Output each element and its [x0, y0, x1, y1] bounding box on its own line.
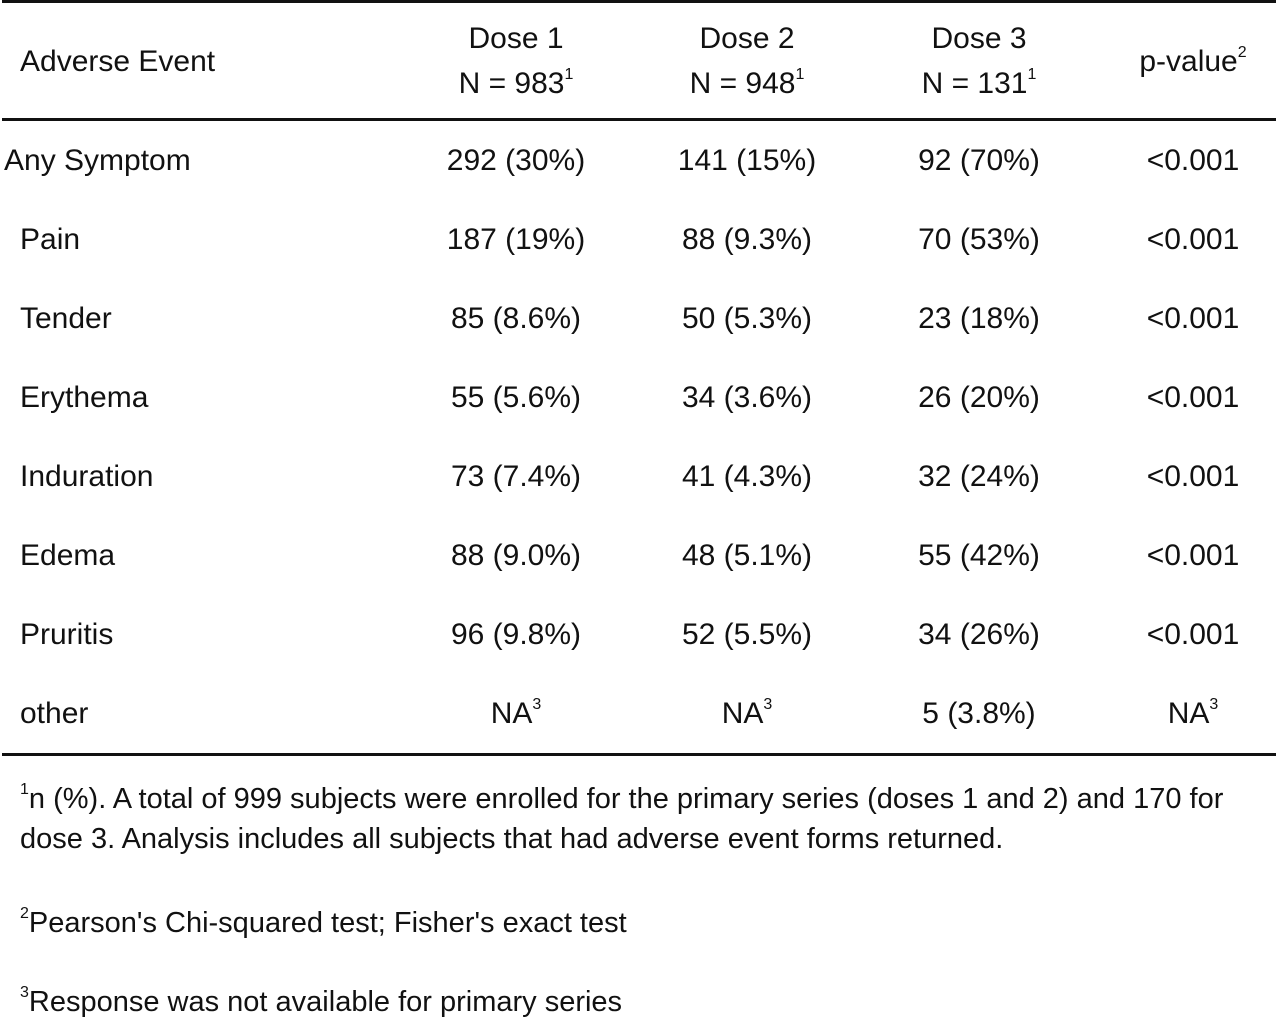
column-header-dose-1: Dose 1 N = 9831 [416, 16, 616, 106]
footnote-1: 1n (%). A total of 999 subjects were enr… [20, 781, 1224, 856]
table-cell: 96 (9.8%) [450, 618, 582, 651]
column-header-adverse-event: Adverse Event [20, 45, 216, 78]
table-cell: 88 (9.0%) [450, 539, 582, 572]
table-cell: <0.001 [1146, 223, 1240, 256]
table-cell: 55 (5.6%) [450, 381, 582, 414]
table-cell: 23 (18%) [918, 302, 1040, 335]
row-label: Tender [20, 302, 112, 335]
footnote-2: 2Pearson's Chi-squared test; Fisher's ex… [20, 905, 627, 940]
row-label: Edema [20, 539, 116, 572]
header-rule [2, 118, 1276, 121]
table-cell: 187 (19%) [446, 223, 586, 256]
dose-3-n: N = 1311 [921, 66, 1037, 101]
column-header-dose-3: Dose 3 N = 1311 [879, 16, 1079, 106]
table-cell: <0.001 [1146, 539, 1240, 572]
table-cell: 92 (70%) [918, 144, 1040, 177]
column-header-p-value: p-value2 [1139, 44, 1247, 79]
row-label: Pain [20, 223, 81, 256]
table-cell: 41 (4.3%) [681, 460, 813, 493]
dose-3-title: Dose 3 [931, 22, 1027, 55]
table-top-rule [2, 0, 1276, 3]
table-cell: 5 (3.8%) [922, 697, 1036, 730]
table-cell: <0.001 [1146, 381, 1240, 414]
footnote-3: 3Response was not available for primary … [20, 984, 623, 1019]
table-cell: 88 (9.3%) [681, 223, 813, 256]
row-label: other [20, 697, 89, 730]
table-cell: 73 (7.4%) [450, 460, 582, 493]
table-cell: 26 (20%) [918, 381, 1040, 414]
dose-2-n: N = 9481 [689, 66, 805, 101]
table-cell: 292 (30%) [446, 144, 586, 177]
table-cell: 141 (15%) [677, 144, 817, 177]
table-cell: <0.001 [1146, 302, 1240, 335]
table-cell: <0.001 [1146, 618, 1240, 651]
table-cell: <0.001 [1146, 460, 1240, 493]
row-label: Induration [20, 460, 154, 493]
row-label: Any Symptom [4, 144, 191, 177]
table-cell: 34 (26%) [918, 618, 1040, 651]
row-label: Pruritis [20, 618, 114, 651]
table-cell: NA3 [490, 696, 542, 731]
table-cell: 48 (5.1%) [681, 539, 813, 572]
table-cell: 85 (8.6%) [450, 302, 582, 335]
table-cell: NA3 [1167, 696, 1219, 731]
table-cell: NA3 [721, 696, 773, 731]
dose-2-title: Dose 2 [699, 22, 795, 55]
table-cell: 32 (24%) [918, 460, 1040, 493]
dose-1-n: N = 9831 [458, 66, 574, 101]
table-cell: 50 (5.3%) [681, 302, 813, 335]
table-cell: 70 (53%) [918, 223, 1040, 256]
table-cell: 52 (5.5%) [681, 618, 813, 651]
column-header-dose-2: Dose 2 N = 9481 [647, 16, 847, 106]
dose-1-title: Dose 1 [468, 22, 564, 55]
table-cell: 55 (42%) [918, 539, 1040, 572]
table-cell: 34 (3.6%) [681, 381, 813, 414]
table-cell: <0.001 [1146, 144, 1240, 177]
row-label: Erythema [20, 381, 149, 414]
table-bottom-rule [2, 753, 1276, 756]
